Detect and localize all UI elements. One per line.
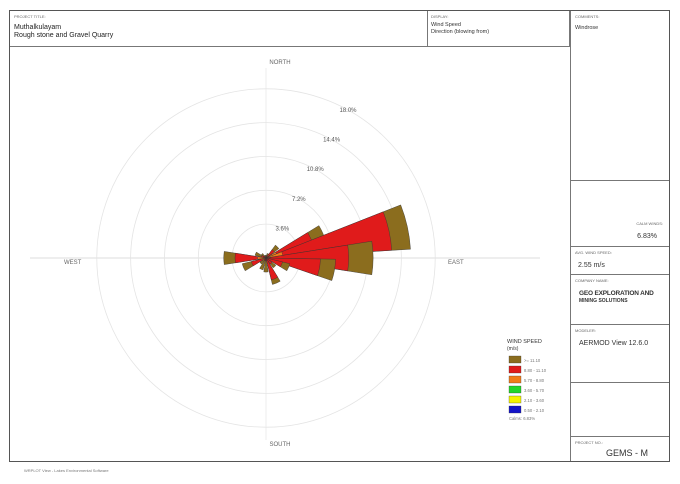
calm-winds-cell: CALM WINDS: 6.83% bbox=[570, 181, 669, 247]
petal-9-class-1 bbox=[265, 257, 279, 281]
calm-winds-caption: CALM WINDS: bbox=[636, 221, 663, 226]
calm-winds-value: 6.83% bbox=[637, 233, 657, 240]
legend-swatch-5 bbox=[508, 405, 522, 414]
ring-label-3: 10.8% bbox=[307, 167, 325, 173]
petal-2-class-1 bbox=[265, 249, 275, 259]
comments-cell: COMMENTS: Windrose bbox=[570, 11, 669, 181]
company-name-caption: COMPANY NAME: bbox=[575, 278, 609, 283]
legend-label-3: 3.60 - 5.70 bbox=[524, 388, 545, 393]
legend-swatch-1 bbox=[508, 365, 522, 374]
legend-swatch-4 bbox=[508, 395, 522, 404]
petal-14-class-2 bbox=[257, 256, 267, 260]
petal-10-class-0 bbox=[263, 257, 269, 273]
empty-sidebar-cell bbox=[570, 383, 669, 437]
legend-label-2: 5.70 - 8.80 bbox=[524, 378, 545, 383]
avg-wind-speed-cell: AVG. WIND SPEED: 2.55 m/s bbox=[570, 247, 669, 275]
display-line1: Wind Speed bbox=[431, 22, 461, 28]
legend-title: WIND SPEED bbox=[507, 339, 542, 345]
project-title-caption: PROJECT TITLE: bbox=[14, 14, 46, 19]
petal-14-class-1 bbox=[234, 252, 267, 264]
company-name-line1: GEO EXPLORATION AND bbox=[579, 290, 654, 297]
comments-value: Windrose bbox=[575, 25, 599, 31]
legend-label-0: >= 11.10 bbox=[524, 358, 541, 363]
west-label: WEST bbox=[64, 260, 82, 266]
ring-5 bbox=[96, 88, 436, 428]
project-title-line2: Rough stone and Gravel Quarry bbox=[14, 32, 114, 39]
project-number-cell: PROJECT NO.: GEMS - M bbox=[570, 437, 669, 461]
legend-label-1: 8.80 - 11.10 bbox=[524, 368, 547, 373]
project-number-value: GEMS - M bbox=[606, 448, 648, 458]
avg-wind-speed-value: 2.55 m/s bbox=[578, 262, 605, 269]
modeler-cell: MODELER: AERMOD View 12.6.0 bbox=[570, 325, 669, 383]
legend-label-5: 0.50 - 2.10 bbox=[524, 408, 545, 413]
project-title-cell: PROJECT TITLE: Muthalkulayam Rough stone… bbox=[10, 11, 428, 47]
petal-8-class-1 bbox=[265, 257, 273, 265]
legend-label-4: 2.10 - 3.60 bbox=[524, 398, 545, 403]
legend-swatch-3 bbox=[508, 385, 522, 394]
legend-unit: (m/s) bbox=[507, 346, 519, 352]
project-number-caption: PROJECT NO.: bbox=[575, 440, 603, 445]
petal-13-class-2 bbox=[262, 257, 267, 261]
modeler-value: AERMOD View 12.6.0 bbox=[579, 340, 649, 347]
display-cell: DISPLAY: Wind Speed Direction (blowing f… bbox=[428, 11, 570, 47]
project-title-line1: Muthalkulayam bbox=[14, 24, 62, 31]
legend-swatch-0 bbox=[508, 355, 522, 364]
petal-17-class-1 bbox=[265, 256, 267, 259]
petal-0-class-0 bbox=[265, 254, 267, 259]
legend-calms-label: Calms: 6.83% bbox=[509, 416, 535, 421]
display-caption: DISPLAY: bbox=[431, 14, 449, 19]
comments-caption: COMMENTS: bbox=[575, 14, 600, 19]
ring-label-4: 14.4% bbox=[323, 138, 341, 144]
company-name-cell: COMPANY NAME: GEO EXPLORATION AND MINING… bbox=[570, 275, 669, 325]
legend-swatch-2 bbox=[508, 375, 522, 384]
company-name-line2: MINING SOLUTIONS bbox=[579, 298, 628, 304]
south-label: SOUTH bbox=[270, 442, 291, 448]
ring-label-1: 3.6% bbox=[276, 226, 290, 232]
display-line2: Direction (blowing from) bbox=[431, 29, 490, 35]
modeler-caption: MODELER: bbox=[575, 328, 596, 333]
windrose-report-frame bbox=[9, 10, 670, 462]
petal-13-class-1 bbox=[251, 257, 267, 267]
petal-7-class-1 bbox=[265, 257, 283, 268]
ring-4 bbox=[130, 122, 402, 394]
footer-credit: WRPLOT View - Lakes Environmental Softwa… bbox=[24, 468, 109, 473]
ring-label-5: 18.0% bbox=[339, 108, 357, 114]
petal-11-class-0 bbox=[259, 257, 267, 271]
east-label: EAST bbox=[448, 260, 464, 266]
avg-wind-speed-caption: AVG. WIND SPEED: bbox=[575, 250, 612, 255]
north-label: NORTH bbox=[269, 60, 290, 66]
petal-10-class-1 bbox=[265, 257, 267, 262]
ring-label-2: 7.2% bbox=[292, 197, 306, 203]
